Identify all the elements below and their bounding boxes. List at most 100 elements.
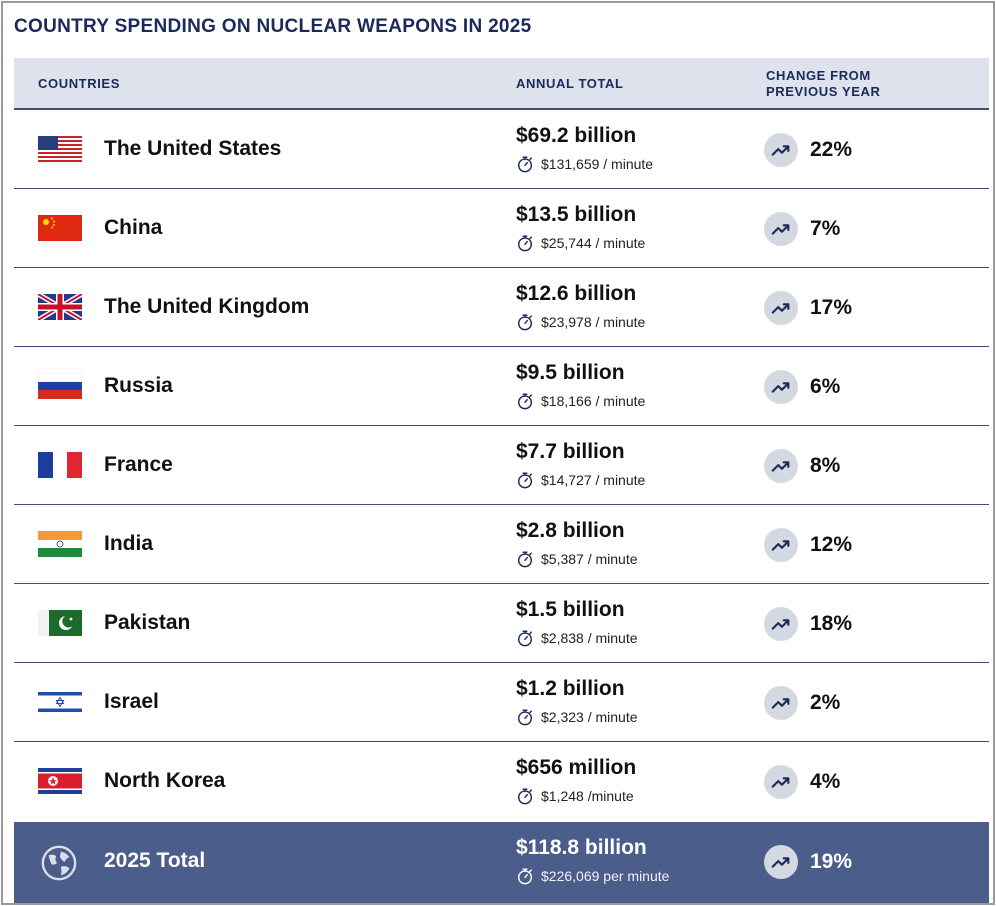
total-amount: $118.8 billion (516, 836, 647, 859)
trend-up-icon (764, 528, 798, 562)
per-minute: $131,659 / minute (516, 155, 653, 173)
change-value: 4% (810, 770, 841, 793)
spending-table: COUNTRIES ANNUAL TOTAL CHANGE FROM PREVI… (14, 58, 989, 903)
per-minute: $25,744 / minute (516, 234, 645, 252)
change-value: 6% (810, 375, 841, 398)
china-flag (38, 215, 82, 241)
uk-flag (36, 291, 84, 323)
change-value: 7% (810, 217, 841, 240)
table-row: Russia $9.5 billion $18,166 / minute 6% (14, 347, 989, 426)
annual-total: $69.2 billion (516, 124, 637, 147)
trend-up-icon (764, 845, 798, 879)
trend-up-icon (764, 212, 798, 246)
annual-total: $13.5 billion (516, 203, 637, 226)
table-row: Israel $1.2 billion $2,323 / minute 2% (14, 663, 989, 742)
per-minute: $2,323 / minute (516, 708, 638, 726)
trend-up-icon (764, 765, 798, 799)
annual-total: $656 million (516, 756, 637, 779)
header-change: CHANGE FROM PREVIOUS YEAR (766, 68, 906, 100)
per-minute: $5,387 / minute (516, 550, 638, 568)
stopwatch-icon (517, 868, 533, 885)
annual-total: $9.5 billion (516, 361, 625, 384)
table-row: France $7.7 billion $14,727 / minute 8% (14, 426, 989, 505)
annual-total: $1.5 billion (516, 598, 625, 621)
trend-up-icon (764, 291, 798, 325)
header-countries: COUNTRIES (38, 76, 120, 91)
country-name: Russia (104, 374, 173, 397)
annual-total: $1.2 billion (516, 677, 625, 700)
country-name: France (104, 453, 173, 476)
per-minute-text: $2,838 / minute (541, 630, 638, 646)
india-flag (38, 531, 82, 557)
pakistan-flag (38, 610, 82, 636)
us-flag (38, 136, 82, 162)
stopwatch-icon (516, 629, 534, 647)
table-header: COUNTRIES ANNUAL TOTAL CHANGE FROM PREVI… (14, 58, 989, 110)
annual-total: $12.6 billion (516, 282, 637, 305)
country-name: India (104, 532, 154, 555)
annual-total: $2.8 billion (516, 519, 625, 542)
israel-flag (38, 689, 82, 715)
per-minute-text: $2,323 / minute (541, 709, 638, 725)
country-name: Israel (104, 690, 159, 713)
table-row: China $13.5 billion $25,744 / minute 7% (14, 189, 989, 268)
header-change-line2: PREVIOUS YEAR (766, 84, 881, 99)
country-name: The United Kingdom (104, 295, 310, 318)
trend-up-icon (764, 607, 798, 641)
per-minute-text: $23,978 / minute (541, 314, 646, 330)
per-minute-text: $5,387 / minute (541, 551, 638, 567)
header-annual-total: ANNUAL TOTAL (516, 76, 624, 91)
change-value: 12% (810, 533, 853, 556)
annual-total: $7.7 billion (516, 440, 625, 463)
stopwatch-icon (516, 155, 534, 173)
change-value: 22% (810, 138, 853, 161)
trend-up-icon (764, 370, 798, 404)
change-value: 2% (810, 691, 841, 714)
header-change-line1: CHANGE FROM (766, 68, 871, 83)
russia-flag (37, 372, 83, 399)
trend-up-icon (764, 686, 798, 720)
per-minute-text: $25,744 / minute (541, 235, 646, 251)
country-name: North Korea (104, 769, 226, 792)
total-per-minute-text: $226,069 per minute (541, 868, 670, 884)
total-change: 19% (810, 850, 853, 873)
stopwatch-icon (516, 787, 534, 805)
per-minute: $1,248 /minute (516, 787, 634, 805)
per-minute: $23,978 / minute (516, 313, 645, 331)
stopwatch-icon (516, 708, 534, 726)
per-minute-text: $18,166 / minute (541, 393, 646, 409)
per-minute-text: $131,659 / minute (541, 156, 654, 172)
table-row: India $2.8 billion $5,387 / minute 12% (14, 505, 989, 584)
stopwatch-icon (516, 313, 534, 331)
per-minute: $14,727 / minute (516, 471, 645, 489)
trend-up-icon (764, 133, 798, 167)
total-per-minute: $226,069 per minute (516, 867, 669, 885)
table-row: North Korea $656 million $1,248 /minute 4% (14, 742, 989, 820)
per-minute: $18,166 / minute (516, 392, 645, 410)
stopwatch-icon (516, 234, 534, 252)
stopwatch-icon (516, 471, 534, 489)
page-title: COUNTRY SPENDING ON NUCLEAR WEAPONS IN 2… (14, 16, 532, 37)
country-name: China (104, 216, 163, 239)
table-body: The United States $69.2 billion $131,659 /… (14, 110, 989, 820)
france-flag (38, 452, 82, 478)
table-row: The United States $69.2 billion $131,659 /… (14, 110, 989, 189)
table-row: Pakistan $1.5 billion $2,838 / minute 18% (14, 584, 989, 663)
change-value: 8% (810, 454, 841, 477)
north-korea-flag (38, 768, 82, 794)
country-name: The United States (104, 137, 282, 160)
stopwatch-icon (516, 392, 534, 410)
globe-icon (41, 845, 77, 881)
stopwatch-icon (516, 550, 534, 568)
trend-up-icon (764, 449, 798, 483)
per-minute: $2,838 / minute (516, 629, 638, 647)
change-value: 17% (810, 296, 853, 319)
change-value: 18% (810, 612, 853, 635)
total-row: 2025 Total $118.8 billion $226,069 per m… (14, 822, 989, 903)
per-minute-text: $14,727 / minute (541, 472, 646, 488)
country-name: Pakistan (104, 611, 191, 634)
total-label: 2025 Total (104, 849, 206, 872)
table-row: The United Kingdom $12.6 billion $23,978 /… (14, 268, 989, 347)
per-minute-text: $1,248 /minute (541, 788, 634, 804)
